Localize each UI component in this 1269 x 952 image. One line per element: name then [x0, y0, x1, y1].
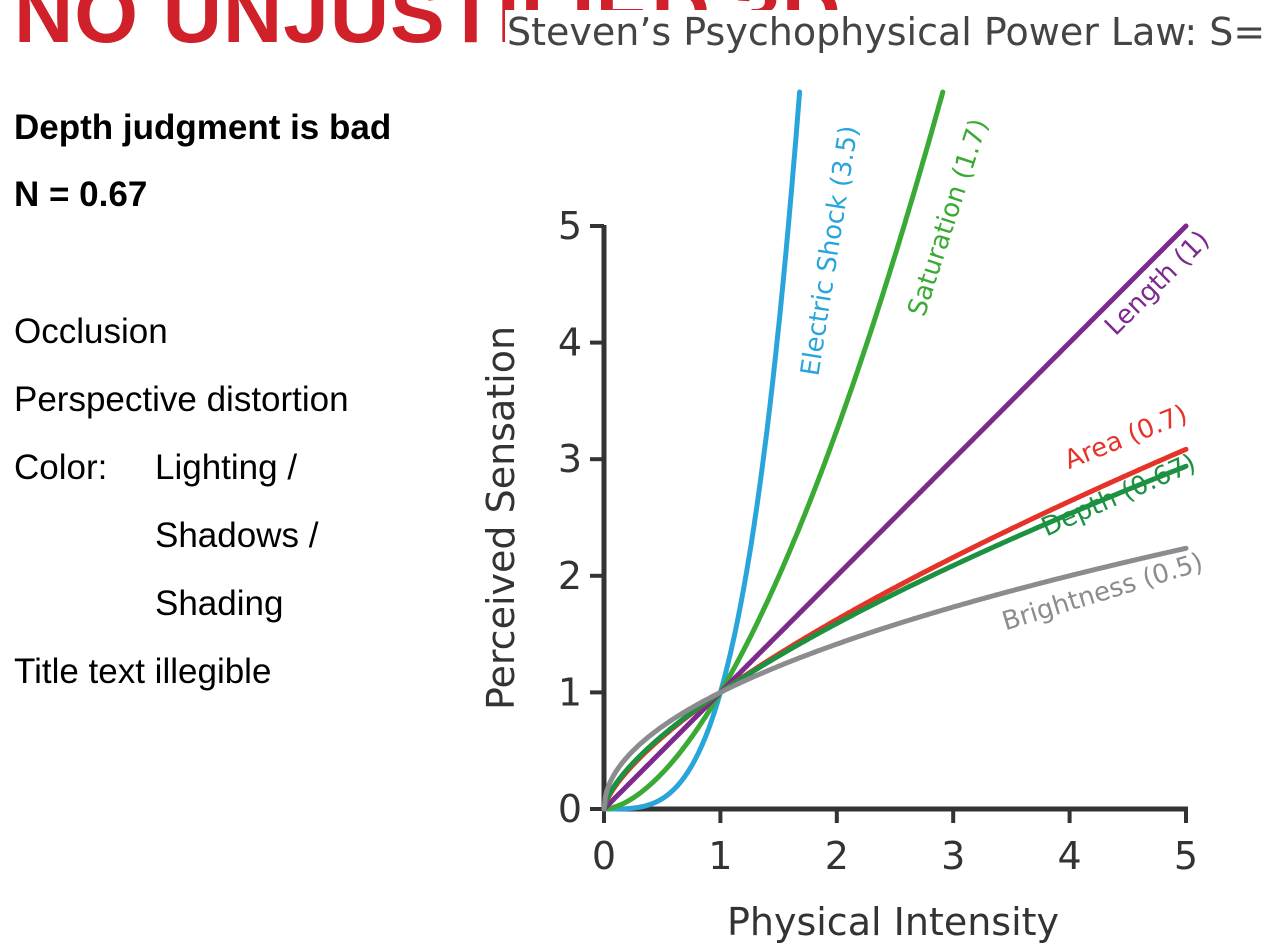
color-label: Color:	[14, 448, 108, 487]
shading-item: Shading	[155, 584, 284, 623]
series-line-2	[601, 223, 1189, 812]
chart-title-text: Steven’s Psychophysical Power Law: S= I	[507, 10, 1269, 54]
perspective-item: Perspective distortion	[14, 380, 349, 419]
series-label-2: Length (1)	[1099, 225, 1216, 342]
y-tick-label-0: 0	[558, 787, 582, 831]
y-axis-label: Perceived Sensation	[479, 326, 523, 710]
series-label-5: Brightness (0.5)	[999, 548, 1207, 638]
depth-judgment-line: Depth judgment is bad	[14, 108, 392, 147]
y-tick-label-2: 2	[558, 554, 582, 598]
title-text-item: Title text illegible	[14, 652, 272, 691]
series-line-5	[601, 545, 1189, 812]
y-tick-label-4: 4	[558, 321, 582, 365]
series-line-0	[601, 89, 803, 812]
y-tick-label-1: 1	[558, 670, 582, 714]
chart-title: Steven’s Psychophysical Power Law: S= IN	[505, 10, 1269, 58]
exponent-line: N = 0.67	[14, 175, 148, 214]
y-tick-label-3: 3	[558, 437, 582, 481]
x-axis-label: Physical Intensity	[727, 900, 1059, 944]
x-tick-label-5: 5	[1174, 834, 1198, 878]
x-tick-label-4: 4	[1058, 834, 1082, 878]
x-tick-label-1: 1	[708, 834, 732, 878]
series-line-4	[601, 463, 1189, 812]
x-tick-label-3: 3	[941, 834, 965, 878]
chart-axes	[601, 225, 1188, 812]
shadows-item: Shadows /	[155, 516, 319, 555]
series-label-4: Depth (0.67)	[1037, 448, 1201, 543]
series-line-1	[601, 89, 946, 812]
occlusion-item: Occlusion	[14, 312, 168, 351]
x-tick-label-0: 0	[592, 834, 616, 878]
lighting-item: Lighting /	[155, 448, 298, 487]
series-label-1: Saturation (1.7)	[902, 115, 994, 320]
x-tick-label-2: 2	[825, 834, 849, 878]
y-tick-label-5: 5	[558, 204, 582, 248]
series-label-0: Electric Shock (3.5)	[796, 124, 865, 378]
